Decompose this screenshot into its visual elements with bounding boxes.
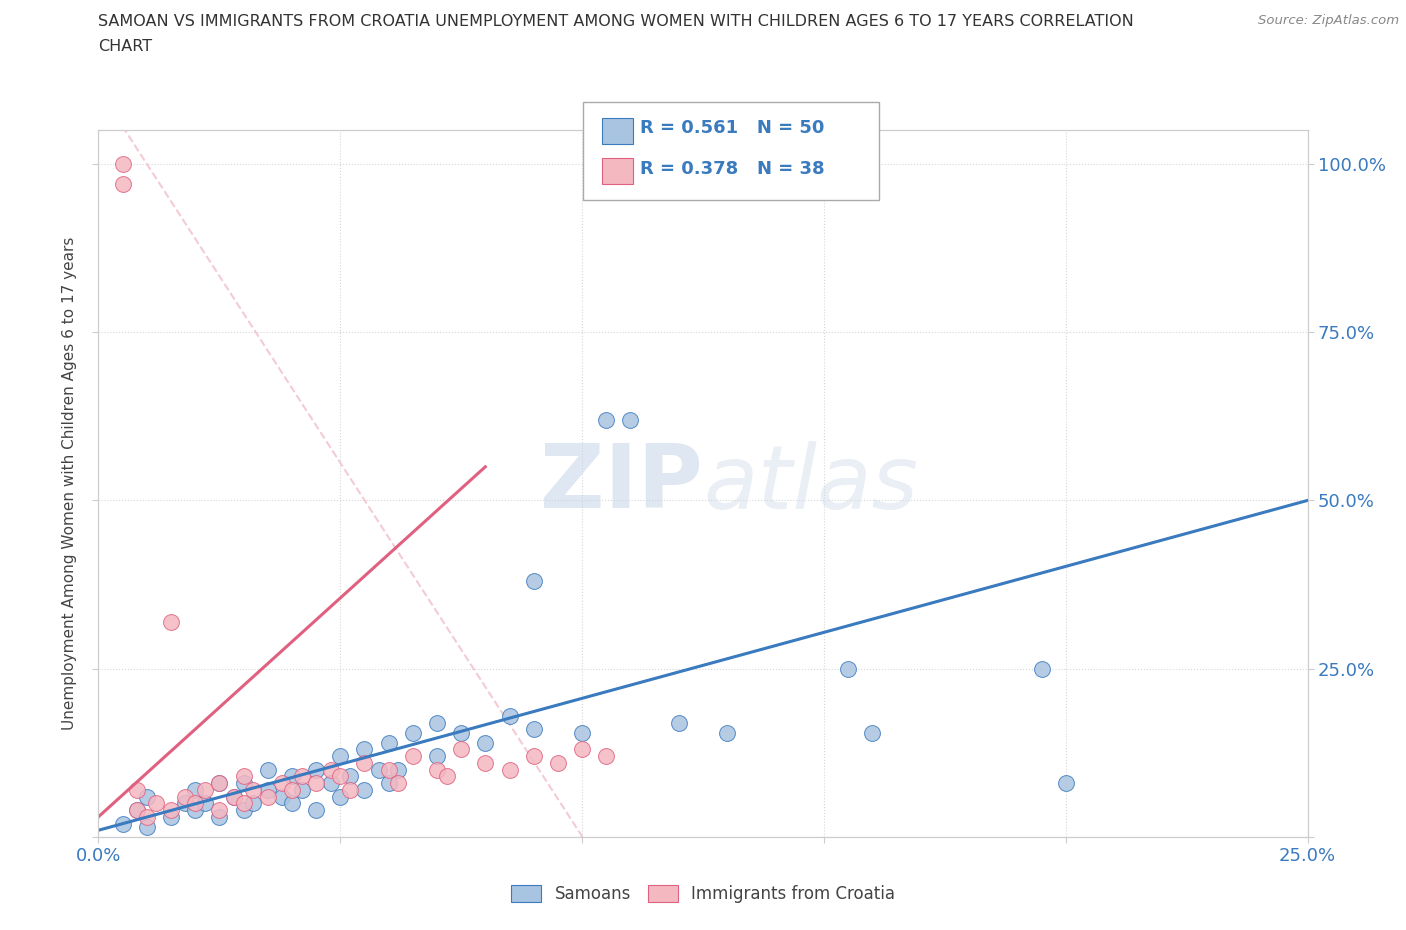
- Point: [353, 782, 375, 797]
- Point: [474, 755, 496, 770]
- Point: [377, 736, 399, 751]
- Point: [319, 763, 342, 777]
- Point: [242, 782, 264, 797]
- Point: [135, 819, 157, 834]
- Point: [387, 763, 409, 777]
- Point: [271, 790, 294, 804]
- Point: [232, 776, 254, 790]
- Point: [111, 156, 134, 171]
- Point: [232, 803, 254, 817]
- Point: [368, 763, 391, 777]
- Point: [135, 809, 157, 824]
- Point: [377, 763, 399, 777]
- Point: [329, 749, 352, 764]
- Point: [571, 742, 593, 757]
- Point: [339, 769, 361, 784]
- Point: [160, 809, 183, 824]
- Text: SAMOAN VS IMMIGRANTS FROM CROATIA UNEMPLOYMENT AMONG WOMEN WITH CHILDREN AGES 6 : SAMOAN VS IMMIGRANTS FROM CROATIA UNEMPL…: [98, 14, 1135, 29]
- Point: [184, 782, 207, 797]
- Point: [242, 796, 264, 811]
- Point: [339, 782, 361, 797]
- Text: atlas: atlas: [703, 441, 918, 526]
- Point: [426, 763, 449, 777]
- Point: [232, 796, 254, 811]
- Point: [837, 661, 859, 676]
- Point: [595, 412, 617, 427]
- Point: [208, 776, 231, 790]
- Point: [222, 790, 245, 804]
- Text: R = 0.561   N = 50: R = 0.561 N = 50: [640, 119, 824, 137]
- Point: [256, 782, 278, 797]
- Legend: Samoans, Immigrants from Croatia: Samoans, Immigrants from Croatia: [505, 879, 901, 910]
- Point: [184, 803, 207, 817]
- Point: [450, 725, 472, 740]
- Point: [402, 725, 425, 740]
- Point: [174, 790, 197, 804]
- Point: [498, 709, 520, 724]
- Point: [523, 749, 546, 764]
- Point: [1031, 661, 1053, 676]
- Point: [305, 763, 328, 777]
- Point: [127, 803, 149, 817]
- Point: [174, 796, 197, 811]
- Text: R = 0.378   N = 38: R = 0.378 N = 38: [640, 160, 824, 178]
- Point: [222, 790, 245, 804]
- Point: [160, 614, 183, 629]
- Point: [436, 769, 458, 784]
- Point: [595, 749, 617, 764]
- Point: [619, 412, 641, 427]
- Point: [256, 790, 278, 804]
- Point: [377, 776, 399, 790]
- Point: [1054, 776, 1077, 790]
- Point: [523, 722, 546, 737]
- Point: [184, 796, 207, 811]
- Point: [145, 796, 167, 811]
- Point: [353, 755, 375, 770]
- Point: [523, 574, 546, 589]
- Point: [111, 177, 134, 192]
- Point: [194, 782, 217, 797]
- Point: [290, 769, 312, 784]
- Point: [208, 803, 231, 817]
- Point: [256, 763, 278, 777]
- Point: [208, 776, 231, 790]
- Point: [127, 782, 149, 797]
- Point: [547, 755, 569, 770]
- Text: CHART: CHART: [98, 39, 152, 54]
- Point: [668, 715, 690, 730]
- Text: ZIP: ZIP: [540, 440, 703, 527]
- Point: [426, 749, 449, 764]
- Point: [402, 749, 425, 764]
- Text: Source: ZipAtlas.com: Source: ZipAtlas.com: [1258, 14, 1399, 27]
- Point: [135, 790, 157, 804]
- Point: [353, 742, 375, 757]
- Point: [127, 803, 149, 817]
- Point: [305, 776, 328, 790]
- Point: [281, 782, 304, 797]
- Point: [281, 769, 304, 784]
- Point: [329, 769, 352, 784]
- Point: [160, 803, 183, 817]
- Point: [319, 776, 342, 790]
- Point: [281, 796, 304, 811]
- Point: [208, 809, 231, 824]
- Point: [111, 817, 134, 831]
- Point: [271, 776, 294, 790]
- Point: [329, 790, 352, 804]
- Point: [305, 803, 328, 817]
- Point: [860, 725, 883, 740]
- Y-axis label: Unemployment Among Women with Children Ages 6 to 17 years: Unemployment Among Women with Children A…: [62, 237, 77, 730]
- Point: [474, 736, 496, 751]
- Point: [232, 769, 254, 784]
- Point: [194, 796, 217, 811]
- Point: [716, 725, 738, 740]
- Point: [290, 782, 312, 797]
- Point: [387, 776, 409, 790]
- Point: [426, 715, 449, 730]
- Point: [571, 725, 593, 740]
- Point: [498, 763, 520, 777]
- Point: [450, 742, 472, 757]
